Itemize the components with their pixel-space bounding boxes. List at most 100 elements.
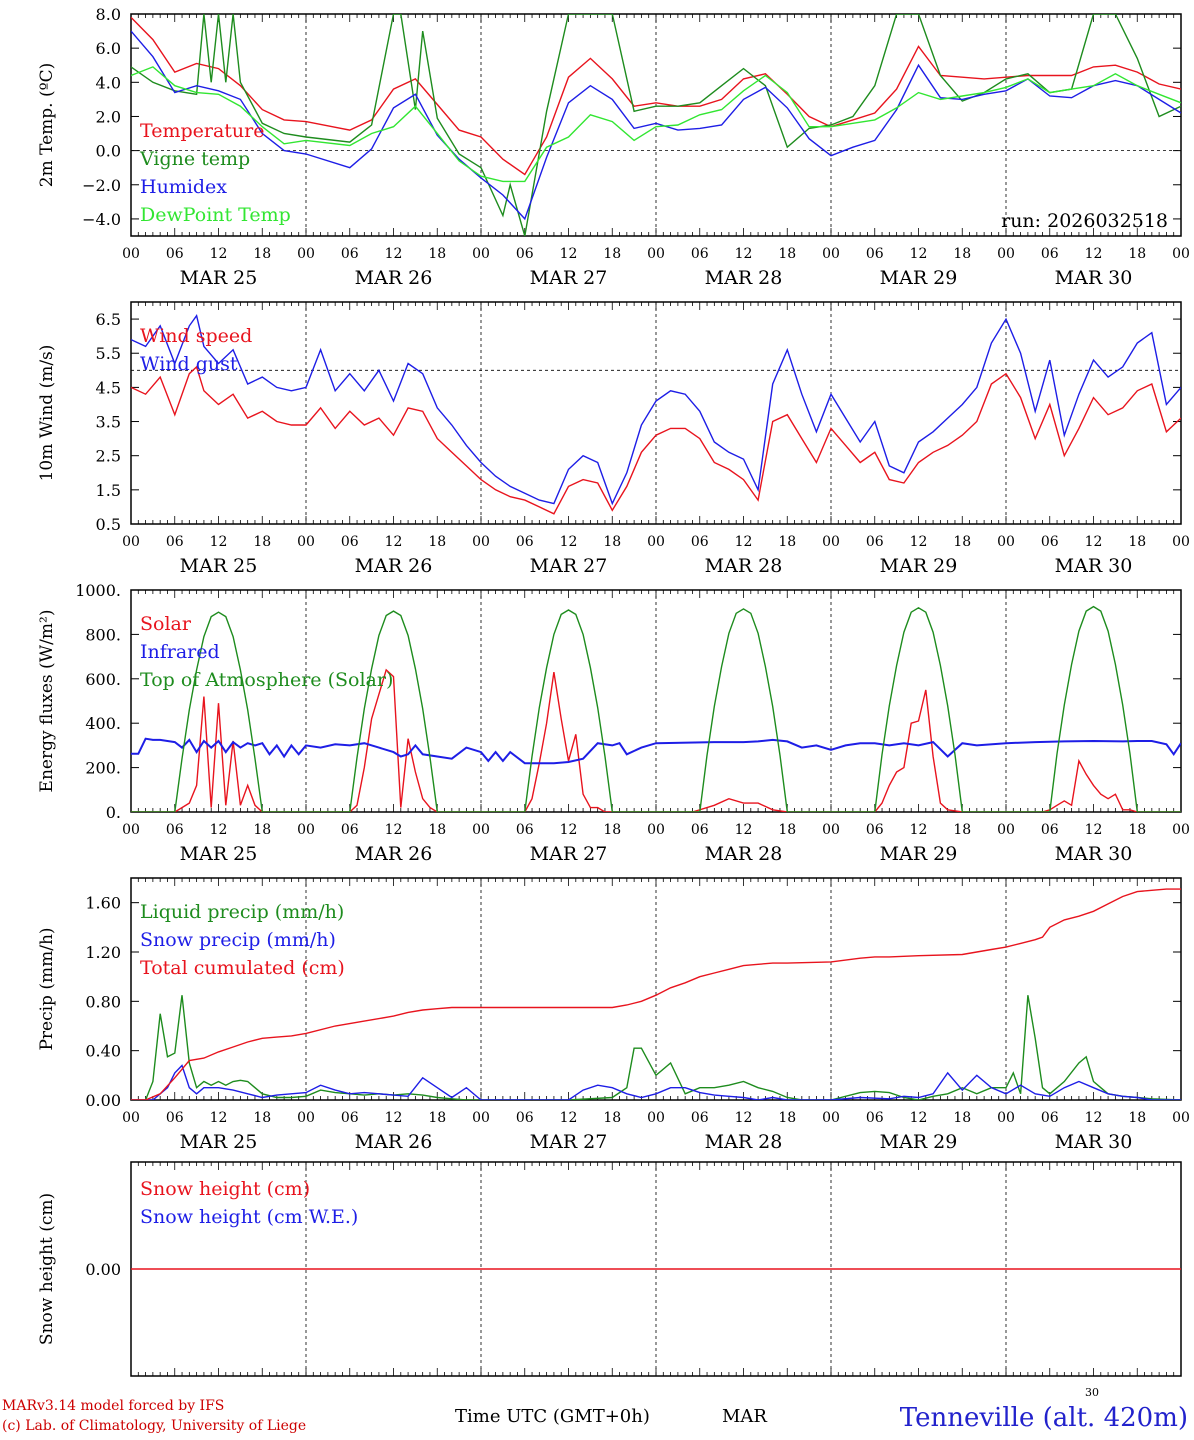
lab-credit: (c) Lab. of Climatology, University of L…	[2, 1418, 307, 1434]
temp-series-humidex	[131, 30, 1181, 221]
energy-x-tick-label: 06	[341, 822, 359, 838]
wind-day-label: MAR 27	[530, 555, 608, 577]
snow-legend-entry: Snow height (cm W.E.)	[140, 1206, 358, 1228]
wind-x-tick-label: 00	[297, 534, 315, 550]
temp-x-tick-label: 12	[210, 246, 228, 262]
wind-day-label: MAR 30	[1055, 555, 1133, 577]
temp-x-tick-label: 06	[516, 246, 534, 262]
precip-x-tick-label: 00	[647, 1110, 665, 1126]
temp-x-tick-label: 06	[166, 246, 184, 262]
wind-series-wind-gust	[131, 314, 1181, 506]
wind-x-tick-label: 12	[735, 534, 753, 550]
temp-x-tick-label: 18	[1128, 246, 1146, 262]
temp-day-label: MAR 29	[880, 267, 958, 289]
wind-day-label: MAR 29	[880, 555, 958, 577]
energy-legend-entry: Top of Atmosphere (Solar)	[140, 669, 393, 691]
temp-x-tick-label: 18	[953, 246, 971, 262]
wind-y-tick-label: 5.5	[96, 344, 121, 363]
month-label: MAR	[722, 1406, 767, 1427]
wind-day-label: MAR 25	[180, 555, 258, 577]
precip-x-tick-label: 06	[1041, 1110, 1059, 1126]
temp-x-tick-label: 18	[253, 246, 271, 262]
energy-x-tick-label: 00	[297, 822, 315, 838]
wind-x-tick-label: 18	[1128, 534, 1146, 550]
precip-x-tick-label: 06	[166, 1110, 184, 1126]
energy-x-tick-label: 18	[603, 822, 621, 838]
temp-y-tick-label: 6.0	[96, 39, 121, 58]
energy-y-tick-label: 800.	[85, 625, 121, 644]
precip-x-tick-label: 12	[210, 1110, 228, 1126]
precip-x-tick-label: 18	[603, 1110, 621, 1126]
time-axis-label: Time UTC (GMT+0h)	[455, 1406, 650, 1427]
energy-x-tick-label: 18	[1128, 822, 1146, 838]
precip-x-tick-label: 00	[472, 1110, 490, 1126]
energy-day-label: MAR 25	[180, 843, 258, 865]
wind-y-tick-label: 1.5	[96, 481, 121, 500]
precip-series-snow-precip-mm-h-	[131, 1064, 1181, 1100]
energy-x-tick-label: 06	[1041, 822, 1059, 838]
temp-x-tick-label: 12	[385, 246, 403, 262]
temp-x-tick-label: 00	[297, 246, 315, 262]
wind-x-tick-label: 06	[691, 534, 709, 550]
energy-x-tick-label: 12	[210, 822, 228, 838]
temp-day-label: MAR 28	[705, 267, 783, 289]
precip-legend-entry: Snow precip (mm/h)	[140, 929, 336, 951]
wind-x-tick-label: 18	[603, 534, 621, 550]
energy-x-tick-label: 18	[953, 822, 971, 838]
energy-series-infrared	[131, 737, 1181, 765]
energy-x-tick-label: 06	[691, 822, 709, 838]
energy-legend-entry: Solar	[140, 613, 192, 635]
wind-x-tick-label: 12	[910, 534, 928, 550]
temp-x-tick-label: 00	[822, 246, 840, 262]
wind-x-tick-label: 06	[866, 534, 884, 550]
temp-series-dewpoint-temp	[131, 66, 1181, 183]
temp-x-tick-label: 12	[560, 246, 578, 262]
temp-y-axis-label: 2m Temp. (ºC)	[37, 63, 57, 188]
precip-legend-entry: Liquid precip (mm/h)	[140, 901, 344, 923]
wind-x-tick-label: 00	[122, 534, 140, 550]
energy-x-tick-label: 00	[1172, 822, 1190, 838]
energy-x-tick-label: 00	[122, 822, 140, 838]
precip-series-total-cumulated-cm-	[131, 888, 1181, 1100]
wind-legend-entry: Wind speed	[140, 325, 252, 347]
wind-day-label: MAR 26	[355, 555, 433, 577]
temp-x-tick-label: 06	[1041, 246, 1059, 262]
wind-y-tick-label: 6.5	[96, 310, 121, 329]
precip-x-tick-label: 00	[122, 1110, 140, 1126]
wind-x-tick-label: 12	[210, 534, 228, 550]
temp-x-tick-label: 12	[735, 246, 753, 262]
precip-x-tick-label: 12	[560, 1110, 578, 1126]
precip-x-tick-label: 12	[735, 1110, 753, 1126]
energy-x-tick-label: 12	[1085, 822, 1103, 838]
wind-y-axis-label: 10m Wind (m/s)	[37, 345, 57, 482]
temp-x-tick-label: 12	[910, 246, 928, 262]
energy-day-label: MAR 29	[880, 843, 958, 865]
last-day-label: 30	[1085, 1386, 1099, 1399]
precip-x-tick-label: 12	[910, 1110, 928, 1126]
precip-y-axis-label: Precip (mm/h)	[37, 927, 57, 1050]
precip-y-tick-label: 1.60	[85, 894, 121, 913]
energy-legend-entry: Infrared	[140, 641, 220, 663]
precip-x-tick-label: 18	[778, 1110, 796, 1126]
snow-y-tick-label: 0.00	[85, 1260, 121, 1279]
energy-y-tick-label: 200.	[85, 759, 121, 778]
wind-x-tick-label: 18	[253, 534, 271, 550]
precip-day-label: MAR 25	[180, 1131, 258, 1153]
temp-x-tick-label: 00	[122, 246, 140, 262]
precip-legend-entry: Total cumulated (cm)	[140, 957, 345, 979]
wind-x-tick-label: 12	[1085, 534, 1103, 550]
temp-day-label: MAR 26	[355, 267, 433, 289]
temp-y-tick-label: 4.0	[96, 73, 121, 92]
precip-y-tick-label: 0.40	[85, 1042, 121, 1061]
wind-y-tick-label: 4.5	[96, 378, 121, 397]
temp-day-label: MAR 27	[530, 267, 608, 289]
energy-x-tick-label: 18	[253, 822, 271, 838]
wind-x-tick-label: 00	[647, 534, 665, 550]
wind-x-tick-label: 00	[1172, 534, 1190, 550]
temp-x-tick-label: 12	[1085, 246, 1103, 262]
energy-y-tick-label: 1000.	[75, 581, 121, 600]
precip-x-tick-label: 06	[691, 1110, 709, 1126]
energy-x-tick-label: 00	[822, 822, 840, 838]
energy-day-label: MAR 28	[705, 843, 783, 865]
wind-legend-entry: Wind gust	[140, 353, 238, 375]
